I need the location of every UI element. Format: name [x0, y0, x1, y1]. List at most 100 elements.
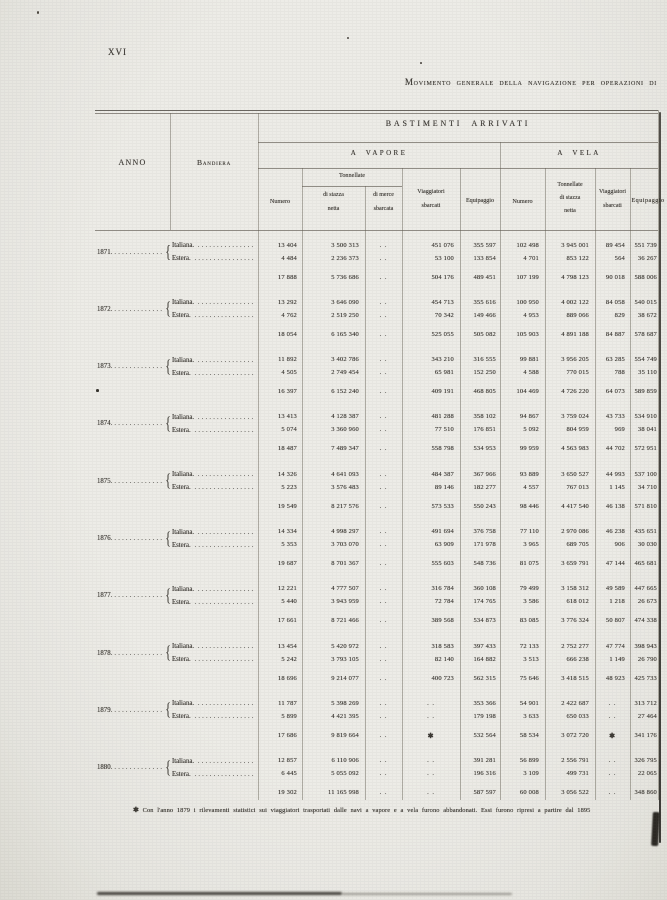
year-text: 1873 [97, 363, 111, 371]
flag-label: Estera. .................. [172, 770, 254, 779]
horizontal-rule [95, 110, 658, 111]
total-cell: 3 776 324 [561, 617, 589, 625]
value-cell: 6 445 [281, 770, 297, 778]
value-cell: 4 421 395 [331, 712, 359, 720]
total-cell: 389 568 [431, 617, 454, 625]
total-cell: 465 681 [634, 560, 657, 567]
value-cell: 3 586 [523, 598, 539, 606]
value-cell: 13 454 [277, 642, 297, 650]
total-cell: 400 723 [431, 674, 454, 682]
year-label: 1876.............. [97, 534, 165, 543]
column-vela-equipaggio: Equipaggio [631, 198, 665, 204]
total-cell: 17 686 [277, 731, 297, 739]
value-cell: 1 145 [609, 483, 625, 491]
value-cell: 2 556 791 [561, 757, 589, 765]
value-cell: . . [379, 585, 388, 593]
flag-label: Italiana. .................. [172, 585, 254, 594]
total-cell: 425 733 [634, 674, 657, 682]
dot-leader: .................. [197, 528, 254, 536]
total-cell: 50 807 [605, 617, 625, 625]
value-cell: 355 616 [473, 298, 496, 306]
flag-text: Italiana. [172, 299, 195, 307]
vertical-rule [365, 186, 366, 800]
value-cell: 43 733 [605, 413, 625, 421]
page-number: XVI [108, 47, 127, 57]
dot-leader: .................. [194, 656, 255, 664]
section-title: BASTIMENTI ARRIVATI [385, 119, 531, 128]
value-cell: 3 956 205 [561, 356, 589, 364]
brace-icon: { [164, 585, 171, 606]
total-cell: 19 302 [277, 789, 297, 797]
value-cell: 4 128 387 [331, 413, 359, 421]
value-cell: 44 993 [605, 470, 625, 478]
value-cell: 164 882 [473, 655, 496, 663]
value-cell: 326 795 [634, 757, 657, 765]
total-cell: . . [379, 502, 388, 510]
total-cell: ✱ [427, 731, 435, 740]
value-cell: 63 285 [605, 356, 625, 364]
column-anno: ANNO [118, 158, 147, 167]
ink-speck-mid [347, 37, 349, 39]
value-cell: 435 651 [634, 528, 657, 535]
value-cell: 12 221 [277, 585, 297, 593]
dot-leader: .................. [197, 242, 254, 249]
value-cell: 72 133 [519, 642, 539, 650]
value-cell: . . [379, 598, 388, 606]
flag-label: Italiana. .................. [172, 298, 254, 307]
value-cell: 2 749 454 [331, 369, 359, 377]
column-stazza-netta: di stazza [323, 192, 344, 198]
total-cell: 81 075 [519, 560, 539, 567]
value-cell: . . [427, 699, 435, 707]
value-cell: 3 576 483 [331, 483, 359, 491]
dot-leader: .............. [110, 706, 165, 714]
column-stazza-netta-l2: netta [327, 206, 340, 212]
total-cell: 578 687 [634, 330, 657, 338]
column-vela-tonnellate-l3: netta [564, 208, 576, 214]
total-cell: 550 243 [473, 502, 496, 510]
dot-leader: .............. [110, 420, 165, 428]
bottom-streak-faint [342, 893, 512, 895]
value-cell: 353 366 [473, 699, 496, 707]
horizontal-rule [95, 229, 658, 231]
value-cell: 767 013 [566, 483, 589, 491]
total-cell: . . [379, 273, 388, 281]
value-cell: 853 122 [566, 254, 589, 262]
total-cell: 3 056 522 [561, 789, 589, 797]
value-cell: 376 758 [473, 528, 496, 535]
value-cell: 3 158 312 [561, 585, 589, 593]
brace-icon: { [164, 642, 171, 663]
total-cell: 6 165 340 [331, 330, 359, 338]
dot-leader: .............. [110, 649, 165, 657]
brace-icon: { [164, 699, 171, 720]
total-cell: 90 018 [605, 273, 625, 281]
total-cell: 9 214 077 [331, 674, 359, 682]
flag-text: Estera. [172, 713, 191, 721]
year-label: 1873.............. [97, 362, 165, 371]
year-text: 1872 [97, 305, 111, 313]
dot-leader: .................. [194, 255, 255, 262]
value-cell: 358 102 [473, 413, 496, 421]
value-cell: 54 901 [519, 699, 539, 707]
value-cell: 804 959 [566, 426, 589, 434]
total-cell: 48 923 [605, 674, 625, 682]
value-cell: . . [608, 770, 617, 778]
total-cell: 18 487 [277, 445, 297, 453]
value-cell: 689 705 [566, 541, 589, 548]
value-cell: 4 505 [281, 369, 297, 377]
flag-text: Italiana. [172, 757, 195, 765]
total-cell: 4 798 123 [561, 273, 589, 281]
total-cell: 75 646 [519, 674, 539, 682]
value-cell: . . [379, 426, 388, 434]
value-cell: 47 774 [605, 642, 625, 650]
value-cell: 4 762 [281, 311, 297, 319]
value-cell: 451 076 [431, 241, 454, 249]
value-cell: 14 326 [277, 470, 297, 478]
flag-label: Estera. .................. [172, 598, 254, 607]
value-cell: . . [608, 699, 617, 707]
value-cell: 2 236 373 [331, 254, 359, 262]
value-cell: 4 484 [281, 254, 297, 262]
value-cell: 4 002 122 [561, 298, 589, 306]
value-cell: 13 292 [277, 298, 297, 306]
value-cell: 94 867 [519, 413, 539, 421]
horizontal-rule [95, 112, 658, 114]
